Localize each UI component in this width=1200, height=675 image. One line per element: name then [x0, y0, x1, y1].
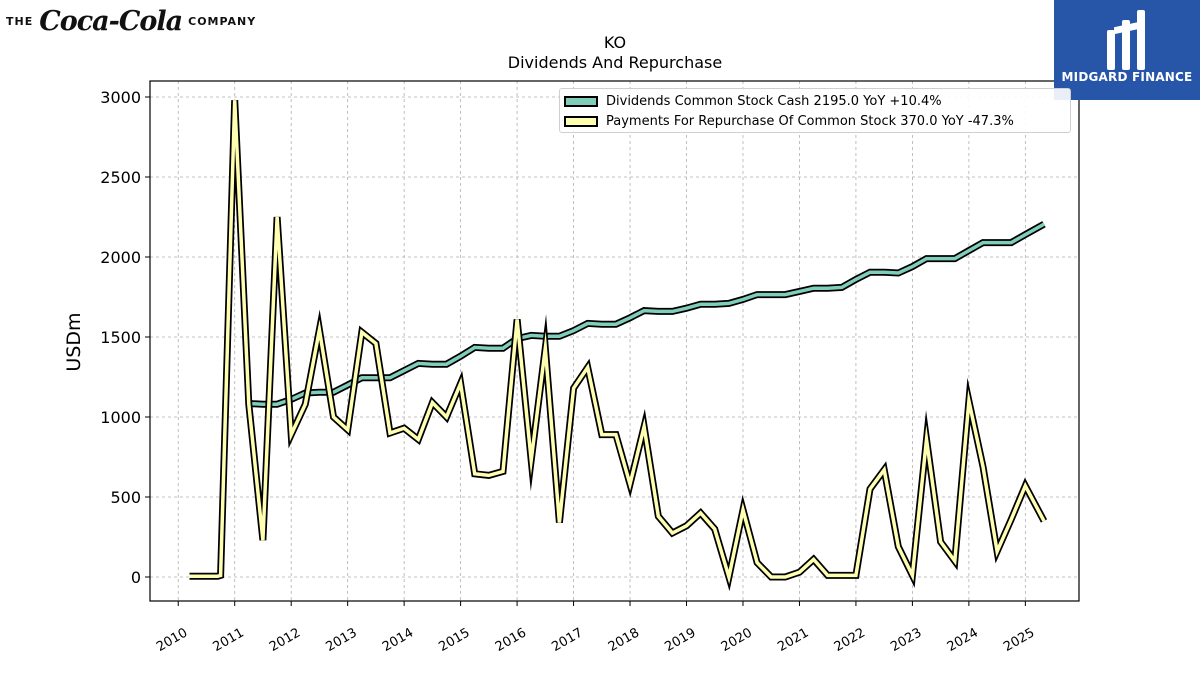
company-suffix: COMPANY	[188, 14, 257, 28]
publisher-logo-icon	[1107, 10, 1145, 70]
company-prefix: THE	[6, 14, 34, 28]
y-tick-label: 3000	[100, 88, 141, 107]
y-tick-label: 1000	[100, 408, 141, 427]
company-header: THE Coca-Cola COMPANY	[6, 4, 256, 38]
x-tick-label: 2022	[832, 625, 868, 655]
x-tick-label: 2017	[549, 625, 585, 655]
brand-logo: Coca-Cola	[39, 5, 183, 37]
x-tick-label: 2014	[380, 625, 416, 655]
chart-legend: Dividends Common Stock Cash 2195.0 YoY +…	[559, 88, 1071, 133]
y-tick-label: 500	[110, 488, 141, 507]
y-axis-ticks: 0 500 1000 1500 2000 2500 3000	[100, 88, 150, 587]
plot-frame	[149, 80, 1080, 602]
y-tick-label: 2000	[100, 248, 141, 267]
y-tick-label: 1500	[100, 328, 141, 347]
series-repurchase-line	[189, 100, 1046, 585]
y-axis-label: USDm	[63, 312, 85, 371]
legend-swatch-dividends	[564, 95, 598, 107]
y-tick-label: 0	[131, 568, 141, 587]
x-tick-label: 2013	[323, 625, 359, 655]
publisher-badge: MIDGARD FINANCE	[1054, 0, 1200, 100]
legend-label-dividends: Dividends Common Stock Cash 2195.0 YoY +…	[606, 93, 942, 109]
x-tick-label: 2011	[211, 625, 247, 655]
legend-item-dividends: Dividends Common Stock Cash 2195.0 YoY +…	[564, 91, 1070, 111]
legend-item-repurchase: Payments For Repurchase Of Common Stock …	[564, 111, 1070, 131]
legend-swatch-repurchase	[564, 115, 598, 127]
x-tick-label: 2024	[945, 625, 981, 655]
x-tick-label: 2019	[662, 625, 698, 655]
x-tick-label: 2018	[606, 625, 642, 655]
x-tick-label: 2025	[1001, 625, 1037, 655]
x-tick-label: 2021	[775, 625, 811, 655]
x-axis-ticks: 2010 2011 2012 2013 2014 2015 2016 2017 2018 2019…	[154, 601, 1037, 655]
chart-subtitle: Dividends And Repurchase	[508, 53, 722, 72]
x-tick-label: 2020	[719, 625, 755, 655]
chart-title: KO	[604, 33, 626, 52]
series-dividends-line	[245, 222, 1045, 406]
x-tick-label: 2023	[888, 625, 924, 655]
x-tick-label: 2015	[436, 625, 472, 655]
legend-label-repurchase: Payments For Repurchase Of Common Stock …	[606, 113, 1014, 129]
x-tick-label: 2016	[493, 625, 529, 655]
publisher-name: MIDGARD FINANCE	[1061, 70, 1193, 84]
x-tick-label: 2010	[154, 625, 190, 655]
y-tick-label: 2500	[100, 168, 141, 187]
x-tick-label: 2012	[267, 625, 303, 655]
series-layer	[189, 100, 1048, 592]
